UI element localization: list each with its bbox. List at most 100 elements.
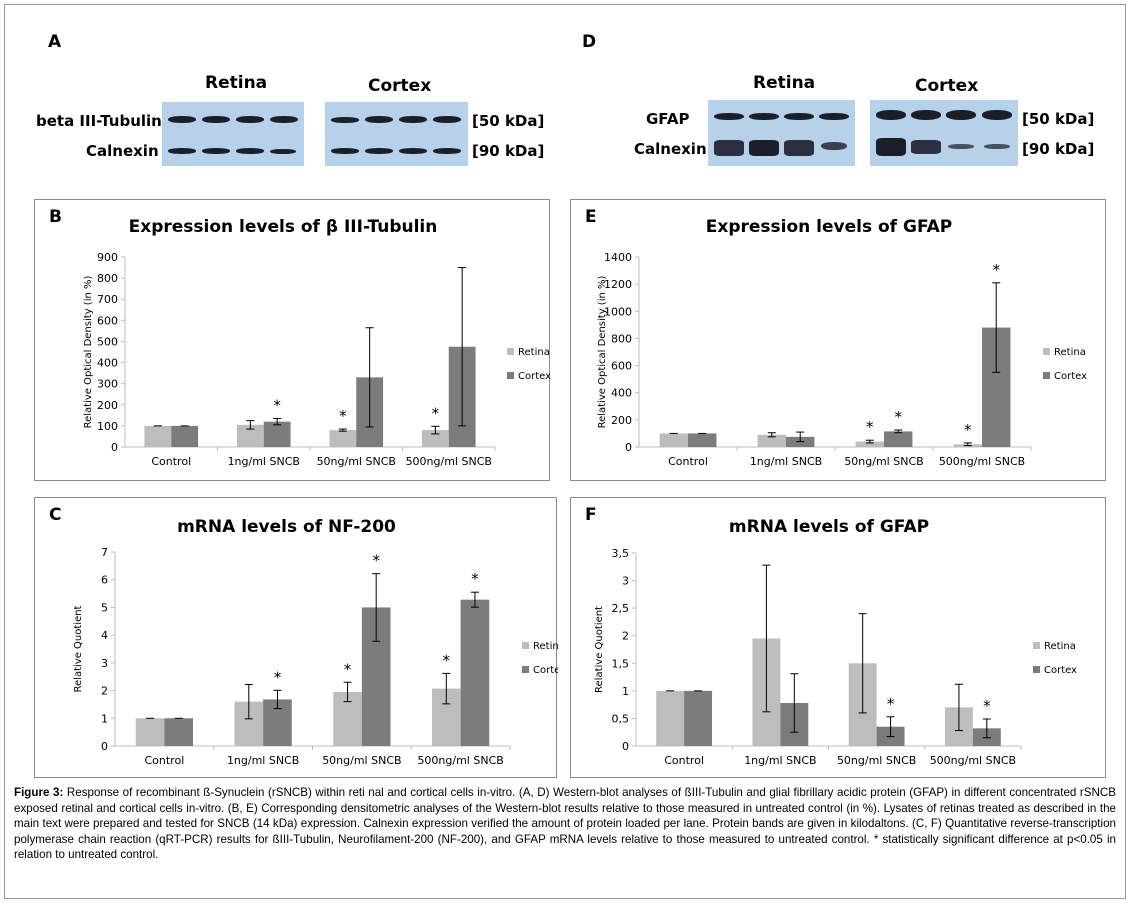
y-axis-label: Relative Optical Density (in %) — [597, 276, 608, 429]
y-tick-label: 1 — [622, 685, 629, 698]
y-tick-label: 1000 — [604, 305, 632, 318]
y-tick-label: 200 — [611, 414, 632, 427]
y-tick-label: 0,5 — [612, 712, 630, 725]
blot-d-retina-header: Retina — [753, 73, 816, 93]
legend-label-retina: Retina — [1054, 347, 1086, 358]
x-tick-label: 1ng/ml SNCB — [744, 754, 816, 767]
blot-a-row2-label: Calnexin — [86, 142, 159, 160]
y-tick-label: 6 — [101, 574, 108, 587]
significance-marker: * — [344, 660, 352, 678]
y-tick-label: 700 — [97, 293, 118, 306]
bar-cortex — [884, 431, 913, 447]
y-tick-label: 0 — [101, 740, 108, 753]
bar-retina — [144, 425, 172, 447]
y-tick-label: 500 — [97, 335, 118, 348]
legend-label-cortex: Cortex — [1054, 371, 1087, 382]
y-tick-label: 3 — [101, 657, 108, 670]
bar-cortex — [263, 421, 291, 447]
significance-marker: * — [372, 552, 380, 570]
blot-a-cortex-image — [325, 102, 468, 166]
x-tick-label: Control — [144, 754, 184, 767]
figure-frame — [4, 4, 1126, 899]
y-tick-label: 800 — [97, 272, 118, 285]
y-tick-label: 5 — [101, 601, 108, 614]
y-tick-label: 200 — [97, 399, 118, 412]
legend-swatch-cortex — [507, 372, 514, 379]
y-tick-label: 600 — [611, 360, 632, 373]
panel-letter-a: A — [48, 32, 62, 52]
chart-title: mRNA levels of GFAP — [729, 517, 929, 537]
y-tick-label: 1400 — [604, 251, 632, 264]
chart-b-svg: B Expression levels of β III-Tubulin 0 100 2… — [49, 207, 551, 468]
bar-retina — [855, 441, 884, 447]
y-tick-label: 7 — [101, 546, 108, 559]
caption-text: Response of recombinant ß-Synuclein (rSN… — [14, 786, 1116, 862]
significance-marker: * — [866, 418, 874, 436]
y-axis-label: Relative Quotient — [73, 605, 84, 692]
panel-letter-c: C — [49, 505, 61, 525]
blot-d-row2-label: Calnexin — [634, 140, 707, 158]
bar-cortex — [171, 425, 199, 447]
y-tick-label: 400 — [611, 387, 632, 400]
bar-retina — [656, 690, 685, 746]
significance-marker: * — [339, 407, 347, 425]
blot-d-cortex-image — [870, 100, 1018, 166]
x-tick-label: 50ng/ml SNCB — [322, 754, 401, 767]
y-tick-label: 100 — [97, 420, 118, 433]
bar-retina — [236, 424, 264, 447]
significance-marker: * — [273, 397, 281, 415]
y-tick-label: 0 — [622, 740, 629, 753]
significance-marker: * — [887, 695, 895, 713]
bar-cortex — [164, 718, 194, 746]
legend-swatch-retina — [1033, 642, 1040, 649]
bar-retina — [135, 718, 165, 746]
legend-label-cortex: Cortex — [1044, 665, 1077, 676]
significance-marker: * — [471, 570, 479, 588]
chart-title: mRNA levels of NF-200 — [177, 517, 396, 537]
blot-a-retina-header: Retina — [205, 73, 268, 93]
legend-label-retina: Retina — [518, 347, 550, 358]
blot-a-retina-image — [162, 102, 304, 166]
bar-retina — [757, 434, 786, 447]
legend-swatch-retina — [1043, 348, 1050, 355]
chart-title: Expression levels of GFAP — [706, 217, 952, 237]
legend-swatch-retina — [507, 348, 514, 355]
y-tick-label: 2 — [622, 630, 629, 643]
y-tick-label: 1,5 — [612, 657, 630, 670]
legend-label-retina: Retina — [533, 641, 558, 652]
y-tick-label: 800 — [611, 332, 632, 345]
x-tick-label: 500ng/ml SNCB — [417, 754, 503, 767]
y-tick-label: 1200 — [604, 278, 632, 291]
chart-panel-b: B Expression levels of β III-Tubulin 0 100 2… — [34, 199, 551, 481]
panel-letter-d: D — [582, 32, 597, 52]
legend-label-retina: Retina — [1044, 641, 1076, 652]
panel-letter-b: B — [49, 207, 62, 227]
y-tick-label: 400 — [97, 357, 118, 370]
legend-label-cortex: Cortex — [518, 371, 551, 382]
y-axis-label: Relative Quotient — [594, 606, 605, 693]
y-tick-label: 300 — [97, 378, 118, 391]
legend-label-cortex: Cortex — [533, 665, 558, 676]
chart-panel-e: E Expression levels of GFAP 0 200 400 600 800 1… — [570, 199, 1106, 481]
y-tick-label: 2 — [101, 685, 108, 698]
significance-marker: * — [894, 408, 902, 426]
significance-marker: * — [964, 421, 972, 439]
y-tick-label: 2,5 — [612, 602, 630, 615]
y-tick-label: 3 — [622, 575, 629, 588]
x-tick-label: 500ng/ml SNCB — [406, 455, 492, 468]
chart-title: Expression levels of β III-Tubulin — [129, 217, 438, 237]
significance-marker: * — [274, 668, 282, 686]
figure-caption: Figure 3: Response of recombinant ß-Synu… — [14, 785, 1116, 863]
bar-cortex — [460, 599, 490, 746]
x-tick-label: Control — [664, 754, 704, 767]
y-tick-label: 4 — [101, 629, 108, 642]
caption-label: Figure 3: — [14, 786, 64, 799]
y-tick-label: 1 — [101, 712, 108, 725]
significance-marker: * — [983, 697, 991, 715]
y-tick-label: 900 — [97, 251, 118, 264]
x-tick-label: 1ng/ml SNCB — [750, 455, 822, 468]
x-tick-label: 500ng/ml SNCB — [939, 455, 1025, 468]
